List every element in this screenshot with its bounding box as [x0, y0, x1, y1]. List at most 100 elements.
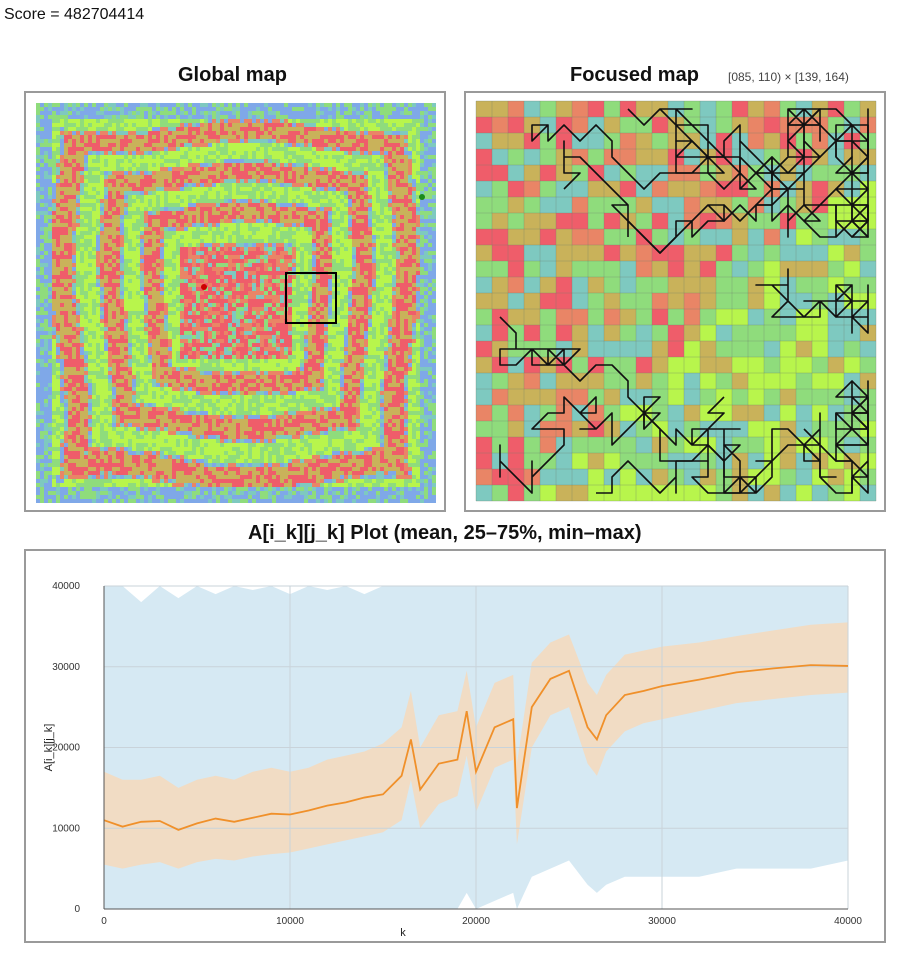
global-map-cell — [124, 267, 128, 271]
global-map-cell — [276, 291, 280, 295]
global-map-cell — [212, 231, 216, 235]
global-map-cell — [36, 107, 40, 111]
global-map-cell — [352, 115, 356, 119]
global-map-cell — [108, 263, 112, 267]
global-map-cell — [368, 203, 372, 207]
global-map-cell — [420, 107, 424, 111]
global-map-cell — [396, 227, 400, 231]
global-map-cell — [324, 235, 328, 239]
global-map-cell — [336, 243, 340, 247]
global-map-cell — [76, 127, 80, 131]
global-map-cell — [116, 167, 120, 171]
global-map-cell — [216, 251, 220, 255]
global-map-cell — [408, 195, 412, 199]
global-map-cell — [164, 271, 168, 275]
global-map-cell — [244, 223, 248, 227]
global-map-cell — [100, 211, 104, 215]
global-map-cell — [300, 135, 304, 139]
global-map-cell — [80, 299, 84, 303]
global-map-cell — [60, 179, 64, 183]
global-map-cell — [424, 259, 428, 263]
global-map-cell — [196, 127, 200, 131]
global-map-cell — [328, 207, 332, 211]
global-map-cell — [324, 115, 328, 119]
global-map-cell — [264, 119, 268, 123]
global-map-cell — [292, 291, 296, 295]
global-map-cell — [200, 247, 204, 251]
global-map-cell — [132, 111, 136, 115]
global-map-cell — [56, 179, 60, 183]
global-map-cell — [304, 131, 308, 135]
global-map-cell — [244, 279, 248, 283]
global-map-cell — [256, 251, 260, 255]
global-map-cell — [48, 191, 52, 195]
global-map-cell — [56, 111, 60, 115]
global-map-cell — [340, 191, 344, 195]
global-map-cell — [112, 143, 116, 147]
global-map[interactable] — [26, 93, 444, 510]
global-map-cell — [232, 287, 236, 291]
global-map-cell — [348, 183, 352, 187]
global-map-cell — [44, 251, 48, 255]
global-map-cell — [428, 267, 432, 271]
global-map-cell — [360, 299, 364, 303]
global-map-cell — [312, 131, 316, 135]
global-map-cell — [100, 283, 104, 287]
global-map-cell — [296, 223, 300, 227]
global-map-cell — [256, 159, 260, 163]
global-map-cell — [284, 267, 288, 271]
global-map-cell — [184, 147, 188, 151]
global-map-cell — [92, 187, 96, 191]
global-map-cell — [156, 243, 160, 247]
global-map-cell — [184, 179, 188, 183]
global-map-cell — [356, 271, 360, 275]
global-map-cell — [164, 251, 168, 255]
global-map-cell — [368, 235, 372, 239]
global-map-cell — [308, 171, 312, 175]
global-map-cell — [80, 143, 84, 147]
global-map-cell — [272, 111, 276, 115]
global-map-cell — [108, 183, 112, 187]
global-map-cell — [364, 103, 368, 107]
global-map-cell — [400, 227, 404, 231]
global-map-cell — [208, 211, 212, 215]
global-map-cell — [384, 215, 388, 219]
global-map-cell — [156, 111, 160, 115]
global-map-cell — [152, 255, 156, 259]
global-map-cell — [104, 243, 108, 247]
global-map-cell — [432, 203, 436, 207]
global-map-cell — [168, 147, 172, 151]
global-map-cell — [304, 223, 308, 227]
global-map-cell — [104, 279, 108, 283]
global-map-cell — [184, 271, 188, 275]
global-map-cell — [60, 211, 64, 215]
global-map-cell — [104, 251, 108, 255]
global-map-cell — [392, 151, 396, 155]
global-map-cell — [360, 119, 364, 123]
global-map-cell — [196, 119, 200, 123]
global-map-cell — [416, 151, 420, 155]
global-map-cell — [332, 299, 336, 303]
global-map-cell — [156, 291, 160, 295]
global-map-cell — [380, 283, 384, 287]
global-map-cell — [68, 171, 72, 175]
global-map-cell — [424, 191, 428, 195]
global-map-cell — [324, 179, 328, 183]
global-map-cell — [288, 203, 292, 207]
global-map-cell — [72, 175, 76, 179]
global-map-cell — [52, 139, 56, 143]
global-map-cell — [120, 103, 124, 107]
global-map-cell — [268, 195, 272, 199]
global-map-cell — [312, 275, 316, 279]
global-map-cell — [320, 235, 324, 239]
global-map-cell — [56, 147, 60, 151]
global-map-cell — [144, 243, 148, 247]
global-map-cell — [420, 199, 424, 203]
global-map-cell — [196, 163, 200, 167]
global-map-cell — [152, 155, 156, 159]
global-map-cell — [332, 243, 336, 247]
global-map-cell — [232, 295, 236, 299]
global-map-cell — [320, 131, 324, 135]
global-map-cell — [316, 147, 320, 151]
global-map-cell — [288, 163, 292, 167]
